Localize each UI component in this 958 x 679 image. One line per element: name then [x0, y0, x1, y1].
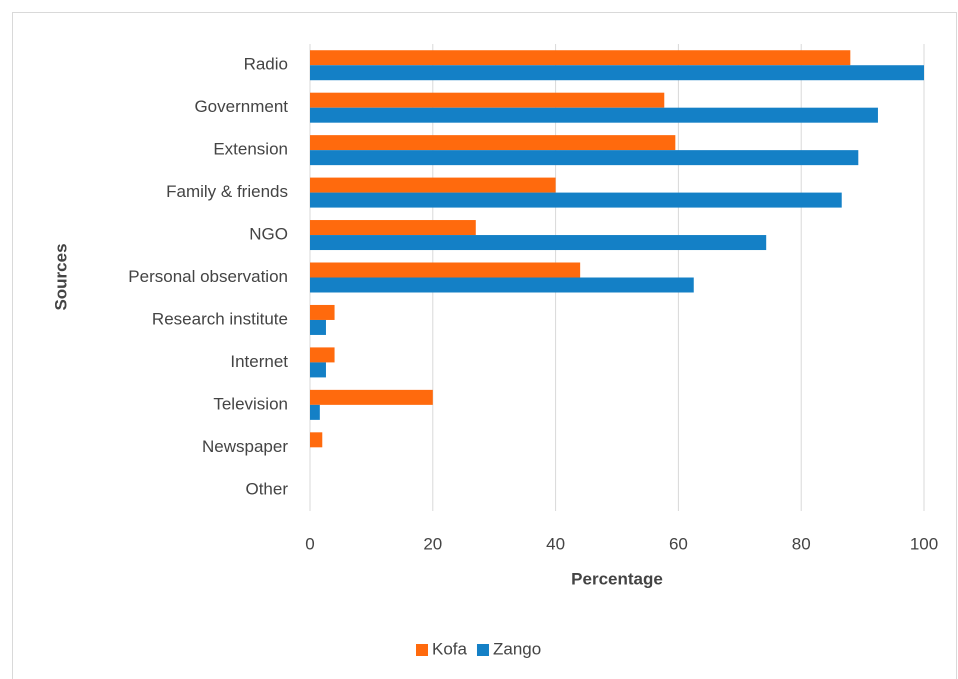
y-tick-label: Other	[245, 479, 288, 498]
bar	[310, 65, 924, 81]
legend-label: Zango	[493, 639, 541, 658]
y-tick-label: Personal observation	[128, 267, 288, 286]
y-tick-label: Research institute	[152, 309, 288, 328]
legend-label: Kofa	[432, 639, 468, 658]
y-axis-label: Sources	[51, 243, 70, 310]
bar	[310, 362, 326, 378]
y-tick-label: Internet	[230, 352, 288, 371]
bar	[310, 235, 767, 251]
y-tick-label: Extension	[213, 140, 288, 159]
bar	[310, 304, 335, 320]
y-tick-label: Family & friends	[166, 182, 288, 201]
chart-border	[12, 12, 957, 679]
x-tick-label: 80	[792, 534, 811, 553]
bar	[310, 262, 581, 278]
bar	[310, 107, 878, 123]
x-tick-label: 60	[669, 534, 688, 553]
x-tick-label: 40	[546, 534, 565, 553]
x-tick-label: 0	[305, 534, 314, 553]
bar	[310, 347, 335, 363]
x-tick-label: 100	[910, 534, 938, 553]
bar	[310, 50, 851, 66]
bar	[310, 92, 665, 108]
y-tick-label: Television	[213, 394, 288, 413]
x-axis-label: Percentage	[571, 569, 663, 588]
bar	[310, 432, 323, 448]
bar	[310, 319, 326, 335]
y-tick-label: Government	[194, 97, 288, 116]
bar	[310, 404, 320, 420]
bar	[310, 135, 676, 151]
bar	[310, 220, 476, 236]
legend-swatch	[416, 644, 428, 656]
bar	[310, 150, 859, 166]
bar	[310, 389, 433, 405]
y-tick-label: Radio	[244, 55, 288, 74]
bar	[310, 277, 694, 293]
legend-swatch	[476, 644, 489, 656]
y-tick-label: Newspaper	[202, 437, 288, 456]
bar	[310, 192, 842, 208]
bar	[310, 177, 556, 193]
y-tick-label: NGO	[249, 225, 288, 244]
x-tick-label: 20	[423, 534, 442, 553]
